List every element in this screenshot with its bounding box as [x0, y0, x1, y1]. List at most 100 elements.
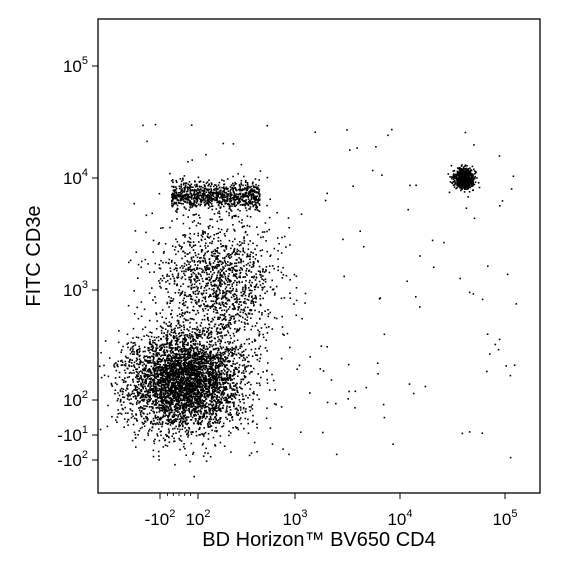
scatter-point — [174, 463, 176, 466]
scatter-point — [167, 365, 170, 367]
scatter-point — [247, 418, 249, 421]
scatter-point — [209, 376, 212, 379]
scatter-point — [220, 332, 222, 334]
scatter-point — [115, 419, 117, 421]
scatter-point — [211, 193, 213, 195]
scatter-point — [220, 372, 222, 375]
scatter-point — [203, 392, 205, 395]
scatter-point — [210, 194, 213, 197]
scatter-point — [184, 352, 186, 355]
scatter-point — [226, 370, 229, 373]
scatter-point — [209, 205, 211, 208]
scatter-point — [148, 349, 150, 352]
scatter-point — [262, 371, 264, 373]
scatter-point — [126, 343, 128, 345]
scatter-point — [174, 413, 176, 416]
scatter-point — [199, 180, 202, 183]
scatter-point — [210, 203, 213, 205]
scatter-point — [144, 394, 146, 396]
scatter-point — [208, 183, 210, 186]
scatter-point — [176, 346, 179, 349]
scatter-point — [229, 414, 232, 416]
scatter-point — [193, 414, 195, 416]
scatter-point — [178, 365, 180, 367]
scatter-point — [200, 366, 202, 369]
scatter-point — [155, 328, 158, 330]
scatter-point — [174, 347, 177, 349]
scatter-point — [206, 198, 209, 200]
scatter-point — [170, 339, 173, 342]
scatter-point — [211, 422, 214, 424]
scatter-point — [108, 357, 111, 359]
scatter-point — [197, 358, 200, 361]
scatter-point — [193, 355, 195, 357]
scatter-point — [186, 401, 188, 404]
scatter-point — [176, 383, 179, 385]
scatter-point — [173, 374, 176, 377]
scatter-point — [185, 407, 187, 409]
scatter-point — [178, 379, 181, 381]
scatter-point — [147, 434, 150, 436]
scatter-point — [162, 396, 165, 399]
scatter-point — [187, 395, 189, 398]
scatter-point — [120, 387, 123, 390]
scatter-point — [136, 374, 139, 377]
scatter-point — [164, 392, 167, 394]
scatter-point — [199, 365, 202, 368]
scatter-point — [129, 394, 131, 397]
scatter-point — [190, 365, 192, 367]
scatter-point — [210, 412, 212, 415]
scatter-point — [161, 380, 163, 382]
scatter-point — [180, 381, 182, 383]
scatter-point — [198, 422, 200, 424]
scatter-point — [184, 198, 187, 200]
scatter-point — [182, 203, 184, 205]
scatter-point — [205, 362, 208, 365]
scatter-point — [207, 200, 210, 202]
scatter-point — [188, 181, 191, 183]
scatter-point — [131, 439, 134, 442]
scatter-point — [150, 378, 152, 381]
scatter-point — [238, 192, 241, 195]
scatter-point — [165, 317, 167, 320]
scatter-point — [140, 361, 143, 363]
scatter-point — [226, 388, 228, 390]
scatter-point — [135, 398, 138, 400]
scatter-point — [177, 378, 180, 381]
scatter-point — [189, 395, 191, 397]
scatter-point — [244, 410, 247, 413]
scatter-point — [163, 398, 165, 401]
scatter-point — [140, 382, 143, 385]
scatter-point — [114, 382, 117, 384]
scatter-point — [200, 359, 203, 361]
scatter-point — [160, 332, 163, 334]
scatter-point — [170, 359, 173, 361]
scatter-point — [222, 422, 225, 425]
scatter-point — [184, 430, 187, 433]
scatter-point — [207, 191, 210, 194]
scatter-point — [203, 318, 206, 321]
scatter-point — [266, 407, 268, 409]
scatter-point — [236, 362, 238, 364]
scatter-point — [222, 372, 224, 374]
scatter-point — [214, 379, 217, 381]
scatter-point — [231, 205, 233, 207]
scatter-point — [187, 363, 189, 366]
scatter-point — [168, 343, 170, 345]
scatter-point — [195, 366, 198, 369]
scatter-point — [184, 417, 187, 420]
scatter-point — [186, 419, 188, 421]
scatter-point — [149, 387, 151, 390]
scatter-point — [180, 368, 183, 370]
scatter-point — [223, 198, 225, 201]
scatter-point — [245, 199, 247, 201]
scatter-point — [148, 371, 150, 373]
scatter-point — [170, 389, 173, 391]
scatter-point — [190, 419, 192, 421]
scatter-point — [254, 195, 257, 198]
scatter-point — [183, 366, 186, 368]
scatter-point — [167, 387, 170, 389]
scatter-point — [132, 381, 135, 383]
scatter-point — [138, 430, 141, 432]
scatter-point — [169, 369, 172, 371]
